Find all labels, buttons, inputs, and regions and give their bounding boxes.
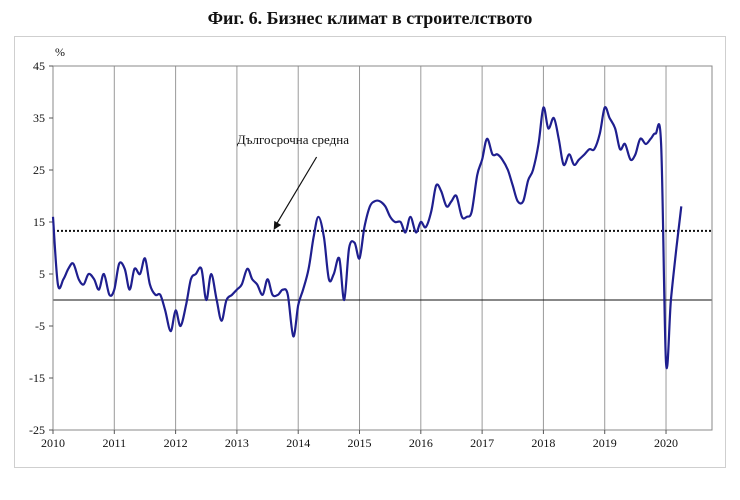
y-tick-label: -15 [29, 371, 45, 385]
x-tick-label: 2019 [593, 436, 617, 450]
x-tick-label: 2013 [225, 436, 249, 450]
y-tick-label: 5 [39, 267, 45, 281]
annotation: Дългосрочна средна [237, 132, 349, 230]
y-tick-label: -25 [29, 423, 45, 437]
gridlines [113, 66, 667, 430]
y-axis-unit: % [55, 45, 65, 59]
annotation-arrow-head [273, 220, 282, 230]
x-tick-label: 2014 [286, 436, 310, 450]
x-tick-label: 2010 [41, 436, 65, 450]
annotation-text: Дългосрочна средна [237, 132, 349, 147]
x-tick-labels: 2010 2011 2012 2013 2014 2015 2016 2017 2018 2019… [41, 436, 678, 450]
x-tick-label: 2012 [164, 436, 188, 450]
chart-title: Фиг. 6. Бизнес климат в строителството [207, 8, 533, 28]
y-tick-labels: 45 35 25 15 5 -5 -15 -25 [29, 59, 45, 437]
y-tick-label: 45 [33, 59, 45, 73]
x-tick-label: 2018 [531, 436, 555, 450]
x-tick-label: 2015 [348, 436, 372, 450]
axes [49, 65, 713, 434]
series-layer [51, 106, 683, 370]
plot-area-border [52, 65, 713, 431]
y-tick-label: 25 [33, 163, 45, 177]
x-tick-label: 2016 [409, 436, 433, 450]
x-tick-label: 2020 [654, 436, 678, 450]
y-tick-label: 35 [33, 111, 45, 125]
series-line [51, 106, 683, 370]
x-tick-label: 2011 [103, 436, 127, 450]
x-tick-label: 2017 [470, 436, 494, 450]
annotation-arrow-line [276, 156, 318, 225]
y-tick-label: 15 [33, 215, 45, 229]
y-tick-label: -5 [35, 319, 45, 333]
